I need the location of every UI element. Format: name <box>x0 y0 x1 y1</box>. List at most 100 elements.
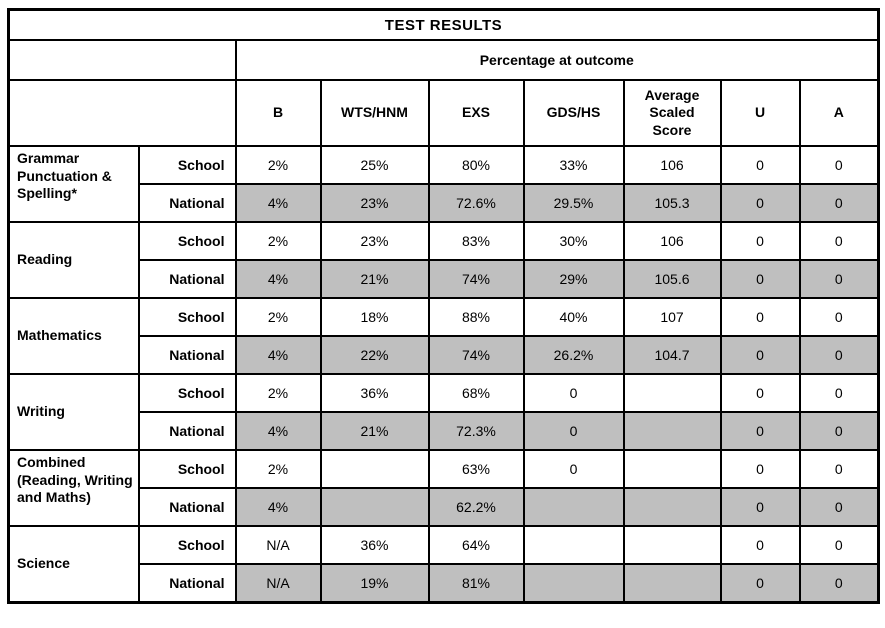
value-cell: 4% <box>234 487 322 527</box>
value-cell: 0 <box>798 145 880 185</box>
table-title: TEST RESULTS <box>7 8 880 41</box>
value-cell <box>622 449 722 489</box>
percentage-at-outcome-header: Percentage at outcome <box>234 39 880 81</box>
value-cell: 83% <box>427 221 525 261</box>
value-cell: 80% <box>427 145 525 185</box>
value-cell: 0 <box>798 221 880 261</box>
value-cell: 0 <box>798 449 880 489</box>
column-header-exs: EXS <box>427 79 525 147</box>
column-header-u: U <box>719 79 801 147</box>
value-cell: 30% <box>522 221 625 261</box>
value-cell: N/A <box>234 563 322 603</box>
value-cell: 40% <box>522 297 625 337</box>
value-cell: 36% <box>319 373 430 413</box>
table-row: National 4% 23% 72.6% 29.5% 105.3 0 0 <box>9 183 880 223</box>
value-cell: 2% <box>234 373 322 413</box>
table-row: Science School N/A 36% 64% 0 0 <box>7 525 880 603</box>
subject-cell-combined: Combined (Reading, Writing and Maths) <box>7 449 140 527</box>
subject-cell-reading: Reading <box>7 221 140 299</box>
value-cell: 0 <box>719 373 801 413</box>
group-label: National <box>137 411 237 451</box>
value-cell <box>622 525 722 565</box>
value-cell <box>622 487 722 527</box>
value-cell: 29% <box>522 259 625 299</box>
column-header-b: B <box>234 79 322 147</box>
value-cell: 74% <box>427 335 525 375</box>
group-label: School <box>137 373 237 413</box>
value-cell: 62.2% <box>427 487 525 527</box>
group-label: National <box>137 563 237 603</box>
value-cell: 2% <box>234 145 322 185</box>
value-cell: 63% <box>427 449 525 489</box>
value-cell: 19% <box>319 563 430 603</box>
value-cell <box>622 373 722 413</box>
column-header-a: A <box>798 79 880 147</box>
group-label: National <box>137 335 237 375</box>
value-cell <box>522 487 625 527</box>
value-cell: 106 <box>622 221 722 261</box>
subject-cell-mathematics: Mathematics <box>7 297 140 375</box>
value-cell: 0 <box>798 411 880 451</box>
value-cell: 23% <box>319 221 430 261</box>
value-cell: 0 <box>798 563 880 603</box>
table-row: Grammar Punctuation & Spelling* School 2… <box>7 145 880 223</box>
table-row: National 4% 22% 74% 26.2% 104.7 0 0 <box>9 335 880 375</box>
table-row: National 4% 21% 74% 29% 105.6 0 0 <box>9 259 880 299</box>
group-label: School <box>137 525 237 565</box>
value-cell: 0 <box>522 373 625 413</box>
value-cell: 104.7 <box>622 335 722 375</box>
subject-cell-gps: Grammar Punctuation & Spelling* <box>7 145 140 223</box>
value-cell: 0 <box>719 183 801 223</box>
table-row: Reading School 2% 23% 83% 30% 106 0 0 <box>7 221 880 299</box>
value-cell: 0 <box>522 449 625 489</box>
group-label: National <box>137 259 237 299</box>
value-cell <box>522 563 625 603</box>
value-cell <box>622 411 722 451</box>
group-label: School <box>137 145 237 185</box>
table-row: National N/A 19% 81% 0 0 <box>9 563 880 603</box>
value-cell <box>319 487 430 527</box>
group-label: National <box>137 183 237 223</box>
value-cell: 0 <box>719 525 801 565</box>
value-cell <box>522 525 625 565</box>
value-cell: 18% <box>319 297 430 337</box>
value-cell: 64% <box>427 525 525 565</box>
value-cell: 72.3% <box>427 411 525 451</box>
value-cell: 4% <box>234 411 322 451</box>
value-cell: 0 <box>798 335 880 375</box>
value-cell: 105.6 <box>622 259 722 299</box>
value-cell: 2% <box>234 297 322 337</box>
test-results-table: TEST RESULTS Percentage at outcome B WTS… <box>7 8 881 604</box>
value-cell: 2% <box>234 449 322 489</box>
value-cell: 0 <box>798 525 880 565</box>
subject-cell-writing: Writing <box>7 373 140 451</box>
value-cell: 72.6% <box>427 183 525 223</box>
value-cell: 0 <box>798 487 880 527</box>
value-cell: 4% <box>234 335 322 375</box>
value-cell: 21% <box>319 411 430 451</box>
value-cell: 21% <box>319 259 430 299</box>
column-header-gds-hs: GDS/HS <box>522 79 625 147</box>
table-row: Writing School 2% 36% 68% 0 0 0 <box>7 373 880 451</box>
value-cell: 0 <box>719 449 801 489</box>
table-row: Mathematics School 2% 18% 88% 40% 107 0 … <box>7 297 880 375</box>
value-cell: 68% <box>427 373 525 413</box>
value-cell: 106 <box>622 145 722 185</box>
group-label: School <box>137 449 237 489</box>
value-cell: 25% <box>319 145 430 185</box>
value-cell: 0 <box>798 373 880 413</box>
value-cell: 88% <box>427 297 525 337</box>
value-cell: 0 <box>719 411 801 451</box>
value-cell: 4% <box>234 259 322 299</box>
value-cell: 0 <box>719 297 801 337</box>
value-cell: 22% <box>319 335 430 375</box>
value-cell: 33% <box>522 145 625 185</box>
value-cell: 23% <box>319 183 430 223</box>
value-cell: N/A <box>234 525 322 565</box>
value-cell: 0 <box>798 183 880 223</box>
value-cell: 107 <box>622 297 722 337</box>
subject-cell-science: Science <box>7 525 140 603</box>
value-cell: 0 <box>719 145 801 185</box>
group-label: National <box>137 487 237 527</box>
column-header-wts-hnm: WTS/HNM <box>319 79 430 147</box>
